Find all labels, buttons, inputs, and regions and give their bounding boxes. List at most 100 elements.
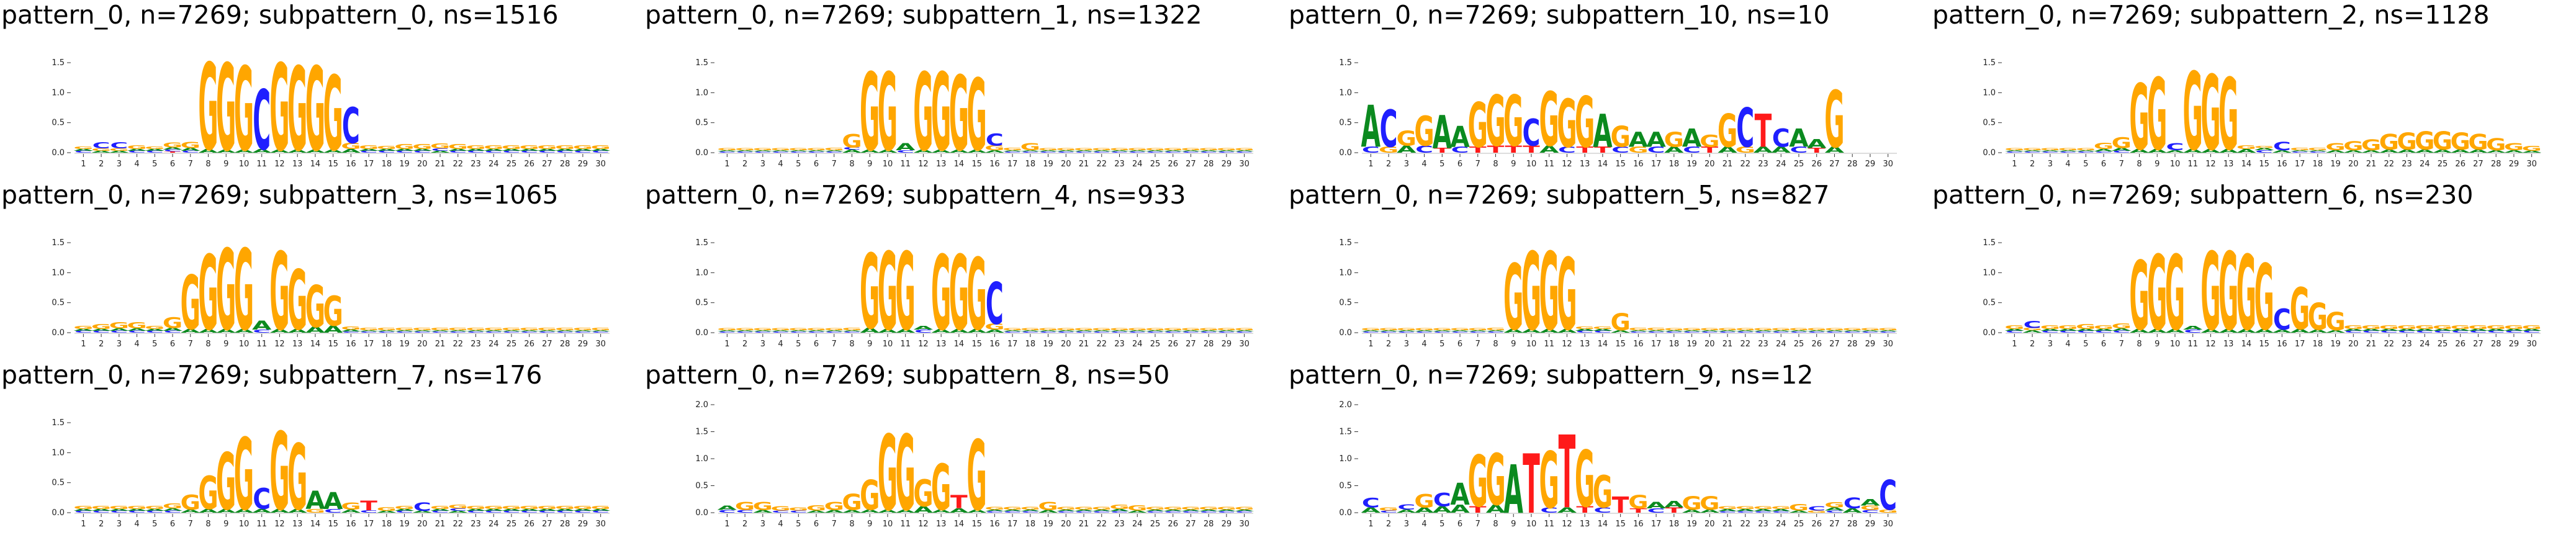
logo-letter-A: A <box>323 324 343 336</box>
logo-letter-G: G <box>2504 325 2524 330</box>
x-tick-label: 6 <box>2101 160 2106 169</box>
x-tick-label: 14 <box>954 160 965 169</box>
logo-letter-G: G <box>1878 328 1898 331</box>
logo-letter-C: C <box>503 150 521 153</box>
x-tick-label: 18 <box>1669 340 1680 349</box>
logo-letter-A: A <box>2201 148 2221 154</box>
logo-letter-C: C <box>413 150 431 153</box>
panel-title: pattern_0, n=7269; subpattern_2, ns=1128 <box>1932 0 2490 30</box>
logo-letter-G: G <box>2343 139 2363 153</box>
x-tick-label: 8 <box>205 340 210 349</box>
x-tick-label: 17 <box>2295 340 2305 349</box>
x-tick-label: 4 <box>1421 160 1426 169</box>
x-tick-label: 12 <box>274 340 285 349</box>
logo-letter-C: C <box>1182 511 1200 513</box>
logo-letter-C: C <box>413 500 431 514</box>
logo-letter-C: C <box>1004 151 1022 153</box>
logo-letter-A: A <box>2522 328 2542 331</box>
logo-letter-A: A <box>1700 330 1720 332</box>
x-tick-label: 28 <box>1847 340 1858 349</box>
logo-letter-T: T <box>1755 104 1772 157</box>
x-tick-label: 15 <box>1615 520 1626 529</box>
logo-letter-A: A <box>1361 330 1381 332</box>
logo-letter-A: A <box>1450 121 1470 154</box>
logo-letter-G: G <box>1539 231 1559 355</box>
logo-letter-G: G <box>824 147 844 151</box>
logo-letter-G: G <box>878 413 898 534</box>
x-tick-label: 13 <box>292 160 303 169</box>
logo-letter-A: A <box>199 508 218 514</box>
logo-letter-G: G <box>966 60 986 174</box>
logo-letter-C: C <box>467 331 485 333</box>
logo-letter-G: G <box>1682 328 1701 331</box>
logo-letter-A: A <box>2361 150 2381 153</box>
x-tick-label: 18 <box>2313 160 2323 169</box>
x-tick-label: 11 <box>1544 520 1554 529</box>
logo-letter-G: G <box>234 226 254 356</box>
logo-letter-A: A <box>896 142 916 153</box>
logo-letter-C: C <box>146 150 164 153</box>
logo-letter-C: C <box>377 331 395 333</box>
x-tick-label: 28 <box>2491 340 2502 349</box>
logo-letter-A: A <box>824 330 844 332</box>
x-tick-label: 21 <box>2366 160 2377 169</box>
logo-letter-A: A <box>718 150 737 152</box>
y-tick-label: 1.0 <box>1983 268 1996 277</box>
panel-title: pattern_0, n=7269; subpattern_6, ns=230 <box>1932 180 2474 210</box>
x-tick-label: 20 <box>417 340 428 349</box>
x-tick-label: 12 <box>918 160 929 169</box>
y-tick-label: 0.5 <box>1339 119 1352 128</box>
logo-letter-A: A <box>1807 137 1827 151</box>
logo-letter-A: A <box>555 330 575 332</box>
x-tick-label: 3 <box>117 520 122 529</box>
logo-letter-G: G <box>502 327 521 331</box>
x-tick-label: 20 <box>417 520 428 529</box>
logo-letter-G: G <box>788 506 808 511</box>
logo-letter-A: A <box>1020 509 1040 511</box>
x-tick-label: 14 <box>1598 160 1608 169</box>
logo-letter-A: A <box>484 148 504 151</box>
x-tick-label: 5 <box>2083 340 2088 349</box>
logo-letter-G: G <box>2290 147 2310 151</box>
logo-letter-A: A <box>1397 144 1416 156</box>
y-tick-label: 1.5 <box>695 428 708 437</box>
logo-letter-G: G <box>1414 107 1434 155</box>
y-tick-label: 0.0 <box>1983 328 1996 338</box>
x-tick-label: 16 <box>1633 520 1644 529</box>
logo-letter-G: G <box>1860 328 1880 331</box>
logo-letter-G: G <box>1557 86 1577 162</box>
x-tick-label: 2 <box>1386 340 1391 349</box>
x-tick-label: 6 <box>1457 520 1462 529</box>
logo-letter-G: G <box>753 148 773 151</box>
logo-letter-C: C <box>790 151 808 153</box>
x-tick-label: 1 <box>1368 340 1373 349</box>
x-tick-label: 2 <box>2030 160 2035 169</box>
logo-letter-C: C <box>1057 331 1075 333</box>
logo-letter-C: C <box>2095 151 2113 153</box>
logo-letter-G: G <box>1539 77 1559 163</box>
x-tick-label: 26 <box>524 340 534 349</box>
logo-letter-G: G <box>2200 231 2220 355</box>
x-tick-label: 14 <box>954 340 965 349</box>
logo-letter-C: C <box>431 331 449 333</box>
y-tick-label: 1.0 <box>1339 268 1352 277</box>
logo-letter-G: G <box>1593 326 1613 330</box>
logo-letter-A: A <box>1163 330 1183 332</box>
logo-letter-G: G <box>1575 82 1595 163</box>
x-tick-label: 4 <box>778 340 783 349</box>
logo-letter-G: G <box>2379 325 2399 330</box>
y-tick-label: 2.0 <box>695 400 708 410</box>
logo-letter-A: A <box>1038 509 1058 513</box>
logo-panel: pattern_0, n=7269; subpattern_0, ns=1516… <box>0 0 644 180</box>
logo-letter-C: C <box>1629 331 1647 333</box>
logo-letter-C: C <box>2416 330 2434 333</box>
logo-letter-G: G <box>2022 148 2042 151</box>
logo-letter-G: G <box>1145 328 1165 331</box>
logo-letter-A: A <box>1682 330 1702 332</box>
x-tick-label: 6 <box>170 520 175 529</box>
logo-letter-T: T <box>1469 145 1487 155</box>
logo-letter-G: G <box>788 148 808 151</box>
logo-letter-C: C <box>449 150 467 153</box>
logo-letter-A: A <box>1789 510 1809 514</box>
logo-letter-A: A <box>2451 149 2470 154</box>
